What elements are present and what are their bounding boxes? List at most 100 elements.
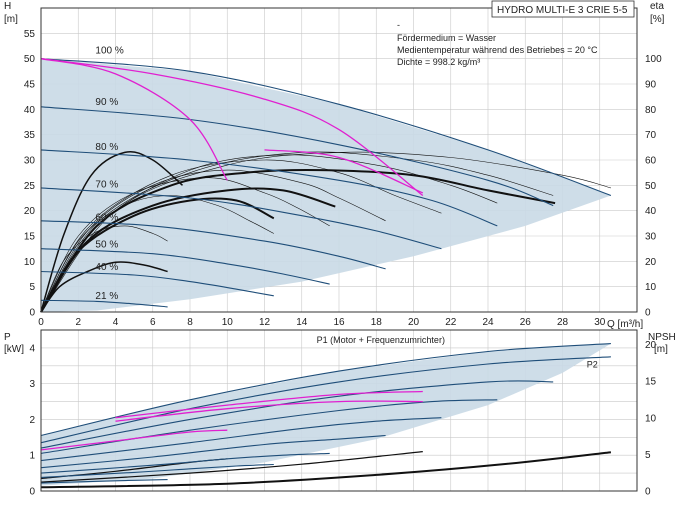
bottom-y-tick-label: 3 xyxy=(29,379,35,390)
top-y-axis-unit: [m] xyxy=(4,14,18,25)
speed-label: 90 % xyxy=(95,97,118,108)
x-tick-label: 4 xyxy=(113,317,119,328)
y-tick-label: 30 xyxy=(24,156,36,167)
title-box xyxy=(491,0,635,18)
y-tick-label: 35 xyxy=(24,130,36,141)
top-right-tick-labels: 0 10 20 30 40 50 60 70 80 90 100 xyxy=(645,54,662,318)
bottom-right-tick-labels: 0 5 10 15 20 xyxy=(645,340,657,497)
bottom-magenta-curve-0 xyxy=(115,390,423,419)
x-tick-label: 16 xyxy=(333,317,345,328)
x-tick-label: 12 xyxy=(259,317,271,328)
x-tick-label: 28 xyxy=(557,317,569,328)
bottom-right-tick-label: 15 xyxy=(645,377,657,388)
head-curve-5 xyxy=(40,248,330,285)
right-tick-label: 20 xyxy=(645,257,657,268)
power-curve-2 xyxy=(40,380,554,449)
head-curve-6 xyxy=(40,270,274,297)
right-tick-label: 50 xyxy=(645,181,657,192)
speed-label: 40 % xyxy=(95,262,118,273)
top-magenta-curve-2 xyxy=(264,149,424,194)
speed-label: 60 % xyxy=(95,212,118,223)
x-tick-label: 6 xyxy=(150,317,156,328)
top-magenta-curve-0 xyxy=(40,58,228,181)
npsh-line xyxy=(40,451,612,489)
speed-label: 70 % xyxy=(95,179,118,190)
bottom-y-tick-label: 2 xyxy=(29,415,35,426)
top-y-axis-label: H xyxy=(4,1,11,12)
top-right-axis-unit: [%] xyxy=(650,14,665,25)
bottom-y-axis-label: P xyxy=(4,332,11,343)
right-tick-label: 0 xyxy=(645,308,651,319)
right-tick-label: 70 xyxy=(645,130,657,141)
power-curve-7 xyxy=(40,463,274,478)
bottom-power-curves xyxy=(40,343,611,484)
top-y-tick-labels: 0 5 10 15 20 25 30 35 40 45 50 55 xyxy=(24,29,36,319)
bottom-right-tick-label: 0 xyxy=(645,487,651,498)
top-speed-labels: 100 % 90 % 80 % 70 % 60 % 50 % 40 % 21 % xyxy=(95,46,123,302)
head-curve-3 xyxy=(40,187,442,250)
speed-label: 50 % xyxy=(95,240,118,251)
y-tick-label: 20 xyxy=(24,206,36,217)
top-efficiency-curves xyxy=(40,151,611,313)
bottom-right-tick-label: 5 xyxy=(645,450,651,461)
bottom-right-tick-label: 20 xyxy=(645,340,657,351)
y-tick-label: 50 xyxy=(24,54,36,65)
bottom-plot-frame xyxy=(40,329,638,492)
y-tick-label: 55 xyxy=(24,29,36,40)
y-tick-label: 0 xyxy=(29,308,35,319)
x-tick-label: 10 xyxy=(222,317,234,328)
x-tick-label: 8 xyxy=(187,317,193,328)
bottom-y-tick-label: 1 xyxy=(29,451,35,462)
head-curve-2 xyxy=(40,149,498,227)
bottom-right-axis-unit: [m] xyxy=(654,344,668,355)
speed-label: 100 % xyxy=(95,46,123,57)
bottom-y-tick-label: 4 xyxy=(29,343,35,354)
bottom-y-tick-labels: 0 1 2 3 4 xyxy=(29,343,35,497)
top-x-tick-labels: 0 2 4 6 8 10 12 14 16 18 20 22 24 26 28 30 xyxy=(38,317,606,328)
x-tick-label: 0 xyxy=(38,317,44,328)
power-curve-8 xyxy=(40,479,168,484)
top-right-axis-label: eta xyxy=(650,1,664,12)
bottom-right-axis-label: NPSH xyxy=(648,332,676,343)
y-tick-label: 25 xyxy=(24,181,36,192)
x-tick-label: 14 xyxy=(296,317,308,328)
y-tick-label: 45 xyxy=(24,80,36,91)
bottom-magenta-curve-2 xyxy=(40,429,228,451)
efficiency-curve-1 xyxy=(40,151,554,313)
bottom-y-tick-label: 0 xyxy=(29,487,35,498)
right-tick-label: 30 xyxy=(645,232,657,243)
x-tick-label: 22 xyxy=(445,317,457,328)
bottom-right-tick-label: 10 xyxy=(645,413,657,424)
power-curve-4 xyxy=(40,417,442,462)
bottom-envelope-area xyxy=(41,343,611,486)
x-tick-label: 26 xyxy=(520,317,532,328)
y-tick-label: 10 xyxy=(24,257,36,268)
head-curve-7 xyxy=(40,299,168,308)
right-tick-label: 100 xyxy=(645,54,662,65)
x-tick-label: 24 xyxy=(482,317,494,328)
top-black-curve-4 xyxy=(40,197,275,313)
x-tick-label: 18 xyxy=(371,317,383,328)
x-tick-label: 2 xyxy=(75,317,81,328)
speed-label: 21 % xyxy=(95,291,118,302)
efficiency-curve-3 xyxy=(40,159,442,313)
annotation-p2: P2 xyxy=(587,360,598,370)
top-black-curve-1 xyxy=(40,261,168,313)
right-tick-label: 90 xyxy=(645,80,657,91)
efficiency-curve-6 xyxy=(40,195,274,313)
right-tick-label: 80 xyxy=(645,105,657,116)
top-speed-curves xyxy=(40,58,612,308)
x-tick-label: 30 xyxy=(594,317,606,328)
right-tick-label: 60 xyxy=(645,156,657,167)
info-line-temperature: Medientemperatur während des Betriebes =… xyxy=(397,45,598,55)
x-tick-label: 20 xyxy=(408,317,420,328)
right-tick-label: 40 xyxy=(645,206,657,217)
head-curve-0 xyxy=(40,58,612,197)
info-line-medium: Fördermedium = Wasser xyxy=(397,33,496,43)
top-x-axis-label: Q [m³/h] xyxy=(607,319,643,330)
head-curve-4 xyxy=(40,220,386,270)
top-magenta-curves xyxy=(40,58,424,197)
head-curve-1 xyxy=(40,106,554,207)
